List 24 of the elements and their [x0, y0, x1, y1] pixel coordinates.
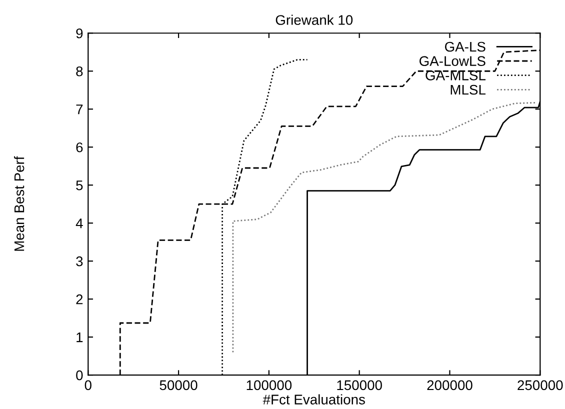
x-tick-label: 100000: [246, 380, 292, 390]
legend-label: GA-MLSL: [426, 70, 486, 80]
y-tick-label: 9: [76, 28, 83, 38]
y-tick-label: 3: [76, 256, 83, 266]
x-axis-title: #Fct Evaluations: [262, 394, 365, 404]
x-tick-label: 0: [84, 380, 92, 390]
y-axis-title: Mean Best Perf: [14, 156, 24, 251]
x-tick-label: 50000: [160, 380, 198, 390]
x-tick-label: 200000: [427, 380, 472, 390]
x-tick-label: 150000: [337, 380, 382, 390]
y-tick-label: 0: [76, 370, 83, 380]
y-tick-label: 8: [76, 66, 83, 76]
x-tick-label: 250000: [518, 380, 563, 390]
y-tick-label: 6: [76, 142, 83, 152]
y-tick-label: 1: [76, 332, 83, 342]
legend-label: GA-LS: [444, 42, 486, 52]
y-tick-label: 4: [76, 218, 83, 228]
y-tick-label: 2: [76, 294, 83, 304]
legend-label: GA-LowLS: [420, 56, 486, 66]
legend-label: MLSL: [450, 84, 486, 95]
chart-title: Griewank 10: [276, 14, 353, 25]
y-tick-label: 5: [76, 180, 83, 190]
y-tick-label: 7: [76, 104, 83, 114]
line-series: [232, 102, 538, 353]
